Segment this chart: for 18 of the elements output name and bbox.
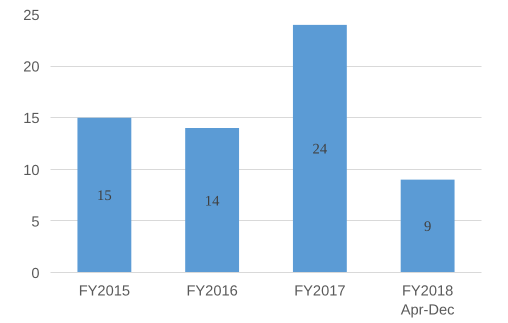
- y-tick-label: 15: [23, 111, 40, 128]
- data-label: 24: [312, 142, 328, 158]
- bar: [400, 180, 455, 272]
- bar: [292, 24, 347, 272]
- y-tick-label: 10: [23, 162, 40, 179]
- x-tick-label: FY2016: [186, 284, 238, 300]
- data-label: 9: [424, 219, 432, 236]
- y-tick-label: 25: [23, 8, 40, 24]
- x-tick-label: FY2017: [294, 284, 346, 300]
- y-tick-label: 5: [31, 214, 40, 230]
- y-tick-label: 0: [31, 266, 40, 282]
- data-label: 14: [204, 193, 220, 210]
- data-label: 15: [97, 188, 112, 204]
- y-tick-label: 20: [23, 60, 40, 76]
- bar: [185, 128, 240, 272]
- x-tick-label: FY2018 Apr-Dec: [400, 284, 455, 319]
- bar: [77, 118, 132, 272]
- x-tick-label: FY2015: [78, 284, 130, 300]
